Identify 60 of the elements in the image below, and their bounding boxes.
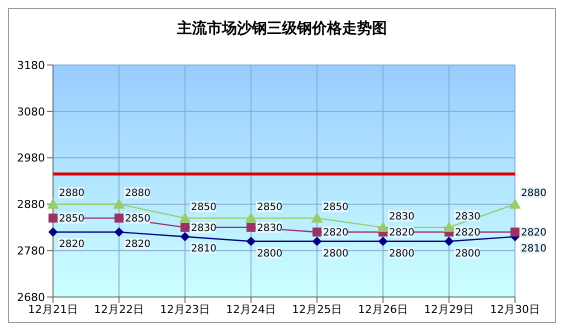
data-label: 2880 <box>125 188 150 200</box>
data-label: 2850 <box>59 214 84 225</box>
point <box>114 214 124 223</box>
data-label: 2850 <box>125 214 150 225</box>
point <box>312 228 322 237</box>
data-label: 2830 <box>257 222 282 234</box>
x-tick-label: 12月25日 <box>292 302 342 316</box>
point <box>48 198 58 209</box>
point <box>378 236 388 246</box>
x-tick-label: 12月30日 <box>490 302 540 316</box>
data-label: 2820 <box>521 228 546 239</box>
chart-title: 主流市场沙钢三级钢价格走势图 <box>176 19 388 38</box>
point <box>48 228 58 237</box>
y-tick-label: 2980 <box>17 152 45 165</box>
point <box>312 236 322 246</box>
data-label: 2800 <box>455 248 480 260</box>
x-tick-label: 12月23日 <box>160 302 210 316</box>
point <box>378 222 388 232</box>
point <box>444 236 454 246</box>
data-label: 2820 <box>323 228 348 239</box>
point <box>312 212 322 223</box>
point <box>510 228 520 237</box>
y-tick-label: 2680 <box>17 290 45 304</box>
point <box>114 228 124 237</box>
point <box>246 222 256 232</box>
data-label: 2800 <box>323 248 348 260</box>
point <box>246 236 256 246</box>
data-label: 2830 <box>191 222 216 234</box>
data-label: 2830 <box>455 211 480 222</box>
data-label: 2880 <box>521 188 546 200</box>
data-label: 2820 <box>125 239 150 250</box>
point <box>114 198 124 209</box>
data-label: 2810 <box>521 244 546 255</box>
point <box>246 212 256 223</box>
y-tick-label: 2780 <box>17 244 45 258</box>
data-label: 2800 <box>389 248 414 260</box>
data-label: 2820 <box>389 228 414 239</box>
point <box>510 198 520 209</box>
x-tick-label: 12月22日 <box>94 302 144 316</box>
data-label: 2830 <box>389 211 414 222</box>
x-tick-label: 12月26日 <box>358 302 408 316</box>
point <box>48 214 58 223</box>
data-label: 2850 <box>323 202 348 214</box>
x-tick-label: 12月29日 <box>424 302 474 316</box>
point <box>444 222 454 232</box>
data-label: 2850 <box>191 202 216 214</box>
point <box>180 232 190 242</box>
data-label: 2820 <box>59 239 84 250</box>
data-label: 2810 <box>191 244 216 255</box>
y-tick-label: 3080 <box>17 105 45 118</box>
point <box>180 212 190 223</box>
point <box>180 222 190 232</box>
x-tick-label: 12月21日 <box>28 302 78 316</box>
x-tick-label: 12月24日 <box>226 302 276 316</box>
data-label: 2800 <box>257 248 282 260</box>
y-tick-label: 3180 <box>17 58 45 72</box>
data-label: 2850 <box>257 202 282 214</box>
data-label: 2880 <box>59 188 84 200</box>
y-tick-label: 2880 <box>17 198 45 212</box>
data-label: 2820 <box>455 228 480 239</box>
